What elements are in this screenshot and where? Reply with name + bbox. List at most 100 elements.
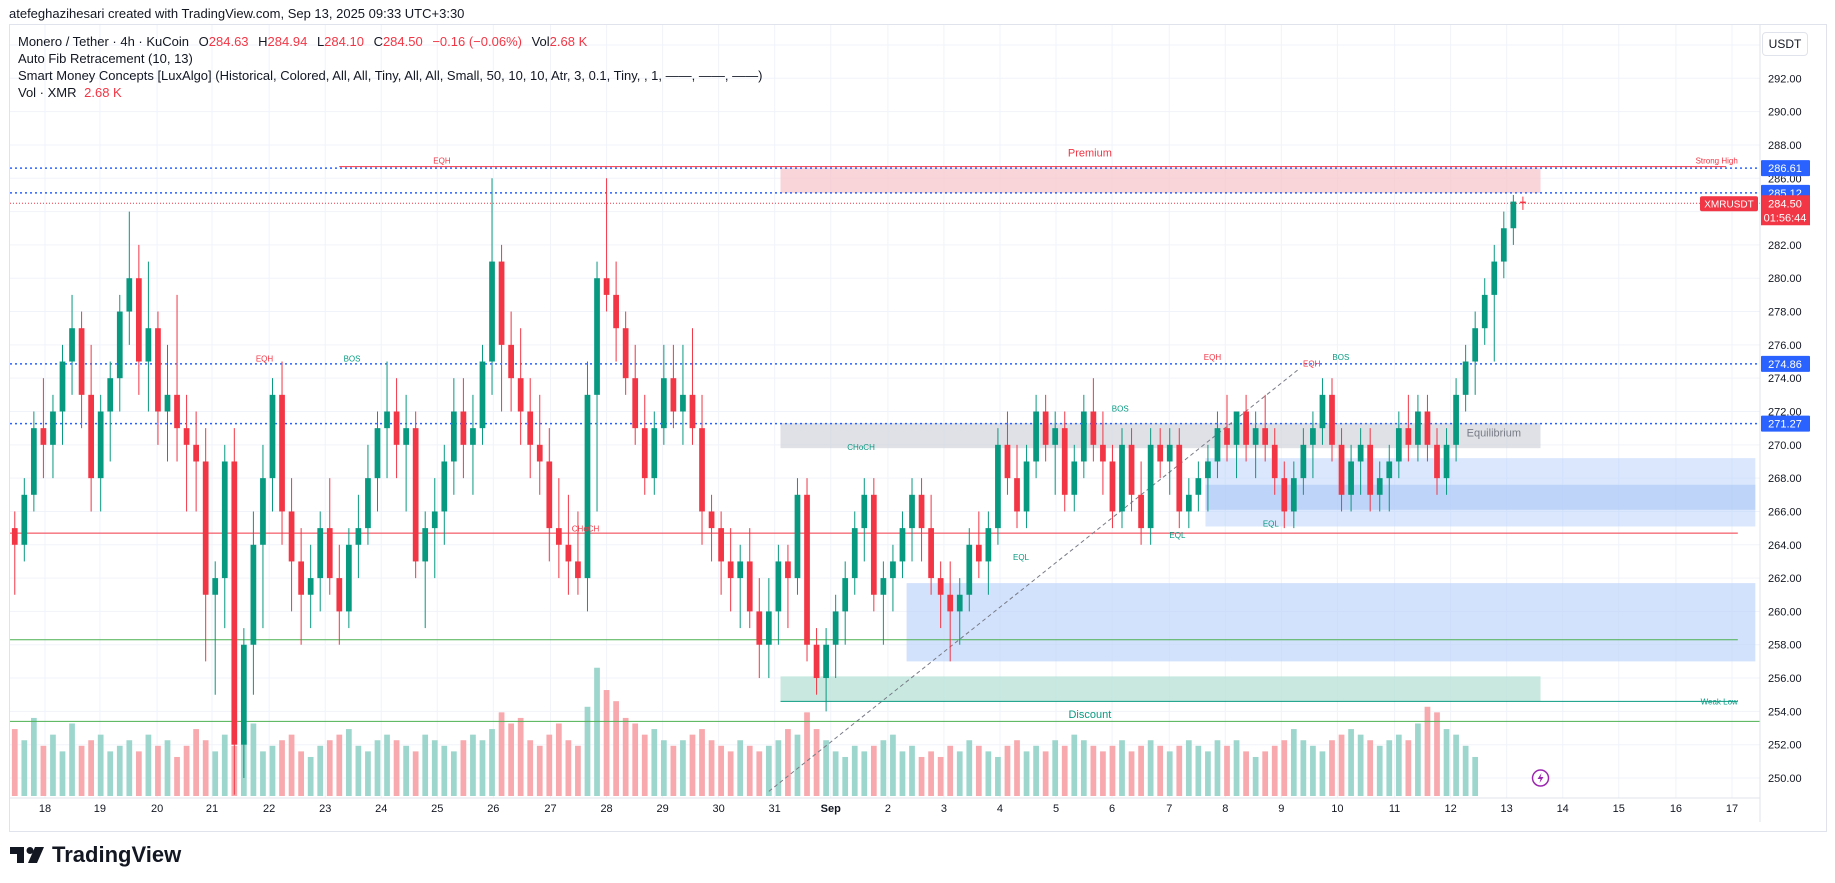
- candles: [11, 178, 1526, 795]
- candle-body: [746, 561, 753, 612]
- candle-body: [498, 261, 505, 345]
- bos-label: BOS: [1332, 353, 1349, 362]
- candle-body: [1185, 494, 1192, 512]
- volume-bar: [1252, 756, 1259, 796]
- volume-bar: [326, 740, 333, 796]
- candle-body: [1386, 461, 1393, 479]
- y-tick-label: 262.00: [1768, 573, 1802, 585]
- volume-bar: [746, 745, 753, 796]
- x-tick-label: 19: [94, 803, 106, 815]
- x-tick-label: Sep: [821, 803, 841, 815]
- candle-body: [1310, 428, 1316, 445]
- x-tick-label: 8: [1222, 803, 1228, 815]
- x-tick-label: 18: [39, 803, 51, 815]
- tradingview-logo[interactable]: TradingView: [10, 842, 182, 867]
- candle-body: [97, 411, 104, 479]
- volume-bar: [1109, 745, 1116, 796]
- indicator-fib[interactable]: Auto Fib Retracement (10, 13): [18, 51, 193, 66]
- candle-body: [680, 394, 686, 412]
- symbol-legend[interactable]: Monero / Tether · 4h · KuCoin O284.63 H2…: [18, 34, 587, 49]
- y-tick-label: 254.00: [1768, 706, 1802, 718]
- candle-body: [116, 311, 123, 379]
- volume-bar: [1319, 751, 1326, 796]
- candle-body: [909, 494, 915, 529]
- tradingview-logo-icon: [10, 847, 44, 863]
- candle-body: [1453, 394, 1459, 445]
- volume-bar: [345, 729, 352, 796]
- volume-bar: [355, 745, 362, 796]
- volume-bar: [956, 751, 963, 796]
- volume-bar: [823, 740, 829, 796]
- candle-body: [279, 394, 285, 512]
- vol-value: 2.68 K: [549, 34, 588, 49]
- volume-bar: [1071, 734, 1078, 796]
- volume-bar: [1233, 740, 1240, 796]
- weak-low-label: Weak Low: [1701, 698, 1738, 707]
- eqh-label: EQH: [433, 156, 451, 165]
- volume-bar: [1310, 745, 1316, 796]
- volume-bar: [546, 734, 553, 796]
- candle-body: [851, 528, 858, 579]
- volume-bar: [460, 740, 467, 796]
- volume-bar: [1443, 729, 1450, 796]
- indicator-smc[interactable]: Smart Money Concepts [LuxAlgo] (Historic…: [18, 68, 763, 83]
- chart-frame[interactable]: [9, 24, 1827, 832]
- last-price-text: 284.50: [1768, 198, 1802, 210]
- candle-body: [307, 578, 314, 595]
- bos-label: BOS: [344, 355, 361, 364]
- volume-bar: [870, 745, 877, 796]
- symbol-name: Monero / Tether · 4h · KuCoin: [18, 34, 190, 49]
- indicator-volume[interactable]: Vol · XMR 2.68 K: [18, 85, 122, 100]
- volume-bar: [221, 734, 228, 796]
- discount-label: Discount: [1068, 709, 1111, 721]
- y-tick-label: 272.00: [1768, 407, 1802, 419]
- candle-body: [1023, 461, 1030, 512]
- brand-name: TradingView: [52, 842, 182, 867]
- volume-bar: [670, 745, 677, 796]
- currency-button[interactable]: USDT: [1762, 32, 1808, 56]
- candle-body: [1367, 444, 1374, 495]
- ohlc-l-label: L: [316, 34, 325, 49]
- candle-body: [823, 644, 829, 679]
- volume-bar: [183, 745, 190, 796]
- candle-body: [460, 411, 467, 445]
- x-tick-label: 7: [1166, 803, 1172, 815]
- candle-body: [1090, 411, 1097, 445]
- volume-bar: [1281, 740, 1288, 796]
- volume-bar: [88, 740, 94, 796]
- candle-body: [1100, 444, 1106, 462]
- y-tick-label: 290.00: [1768, 107, 1802, 119]
- candle-body: [1157, 444, 1164, 462]
- y-tick-label: 286.00: [1768, 173, 1802, 185]
- candle-body: [59, 361, 66, 412]
- ohlc-o-label: O: [198, 34, 209, 49]
- volume-bar: [937, 756, 944, 796]
- candle-body: [975, 544, 982, 562]
- candle-body: [555, 528, 562, 545]
- candle-body: [1195, 478, 1202, 495]
- candle-body: [594, 278, 600, 395]
- x-tick-label: 4: [997, 803, 1003, 815]
- volume-bar: [575, 745, 581, 796]
- candle-body: [422, 528, 429, 562]
- candle-body: [126, 278, 133, 312]
- candle-body: [412, 428, 419, 562]
- volume-bar: [947, 745, 954, 796]
- volume-bar: [555, 723, 562, 796]
- ohlc-h-value: 284.94: [267, 34, 308, 49]
- y-tick-label: 270.00: [1768, 440, 1802, 452]
- volume-bar: [1100, 751, 1106, 796]
- volume-bar: [1205, 751, 1211, 796]
- candle-body: [164, 394, 171, 412]
- bos-label: BOS: [1112, 405, 1129, 414]
- candle-body: [431, 511, 438, 529]
- candle-body: [1138, 494, 1144, 529]
- volume-bar: [1023, 751, 1030, 796]
- candle-body: [1109, 461, 1116, 512]
- candle-body: [1510, 201, 1517, 229]
- x-tick-label: 11: [1389, 803, 1400, 815]
- last-price-box: [1761, 195, 1810, 226]
- volume-bar: [1434, 712, 1440, 796]
